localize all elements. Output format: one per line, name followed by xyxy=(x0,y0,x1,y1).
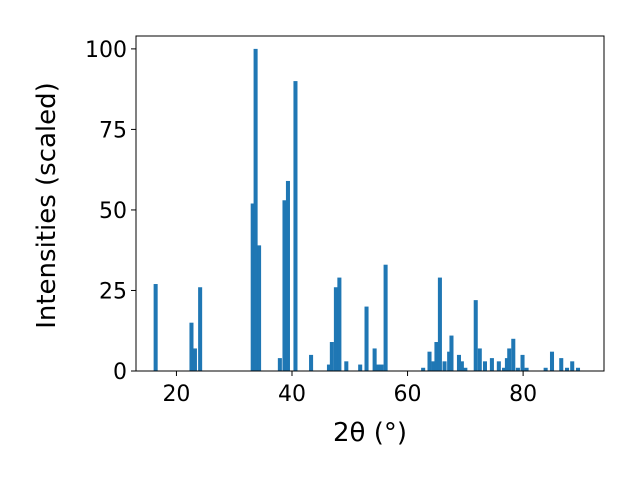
bar xyxy=(257,245,262,371)
bar xyxy=(565,367,570,371)
bar xyxy=(515,367,520,371)
bars-group xyxy=(153,48,581,372)
bar xyxy=(421,367,426,371)
bar xyxy=(253,48,258,372)
bar xyxy=(459,361,464,371)
bar xyxy=(333,287,338,371)
bar xyxy=(337,277,342,371)
bar xyxy=(250,203,255,371)
bar xyxy=(198,287,203,371)
y-tick-label: 100 xyxy=(85,38,127,63)
x-tick-label: 80 xyxy=(509,382,537,407)
bar xyxy=(570,361,575,371)
bar xyxy=(447,351,452,371)
x-axis-label: 2θ (°) xyxy=(333,418,407,448)
x-axis-ticks: 20 40 60 80 xyxy=(162,371,537,407)
bar xyxy=(326,364,331,371)
bar xyxy=(189,322,194,371)
bar xyxy=(358,364,363,371)
y-tick-label: 0 xyxy=(113,360,127,385)
bar xyxy=(431,361,436,371)
bar xyxy=(559,358,564,371)
bar xyxy=(502,367,507,371)
bar xyxy=(575,367,581,371)
bar xyxy=(434,342,439,371)
y-tick-label: 50 xyxy=(99,199,127,224)
bar xyxy=(153,284,158,371)
y-axis-ticks: 0 25 50 75 100 xyxy=(85,38,136,385)
y-tick-label: 75 xyxy=(99,118,127,143)
bar xyxy=(437,277,442,371)
bar xyxy=(482,361,487,371)
bar xyxy=(549,351,555,371)
bar xyxy=(504,358,509,371)
bar xyxy=(489,358,494,371)
bar xyxy=(285,180,290,371)
bar xyxy=(344,361,349,371)
bar xyxy=(364,306,369,371)
y-tick-label: 25 xyxy=(99,279,127,304)
bar xyxy=(456,354,461,371)
bar xyxy=(463,367,468,371)
bar xyxy=(379,364,384,371)
plot-frame xyxy=(135,35,605,372)
bar xyxy=(282,200,287,371)
bar xyxy=(329,342,334,371)
bar xyxy=(449,335,454,371)
bar xyxy=(192,348,197,371)
bar xyxy=(511,338,516,371)
bar xyxy=(427,351,432,371)
x-tick-label: 40 xyxy=(278,382,306,407)
x-tick-label: 60 xyxy=(394,382,422,407)
bar xyxy=(372,348,377,371)
bar xyxy=(473,300,478,371)
bar xyxy=(293,81,298,371)
bar xyxy=(520,354,525,371)
bar xyxy=(383,264,388,371)
bar xyxy=(507,348,512,371)
bar xyxy=(376,364,381,371)
x-tick-label: 20 xyxy=(162,382,190,407)
bar xyxy=(442,361,447,371)
bar xyxy=(477,348,482,371)
bar xyxy=(277,358,282,371)
bar xyxy=(543,367,548,371)
bar xyxy=(524,367,529,371)
bar xyxy=(309,354,314,371)
y-axis-label: Intensities (scaled) xyxy=(32,82,62,329)
bar xyxy=(496,361,501,371)
